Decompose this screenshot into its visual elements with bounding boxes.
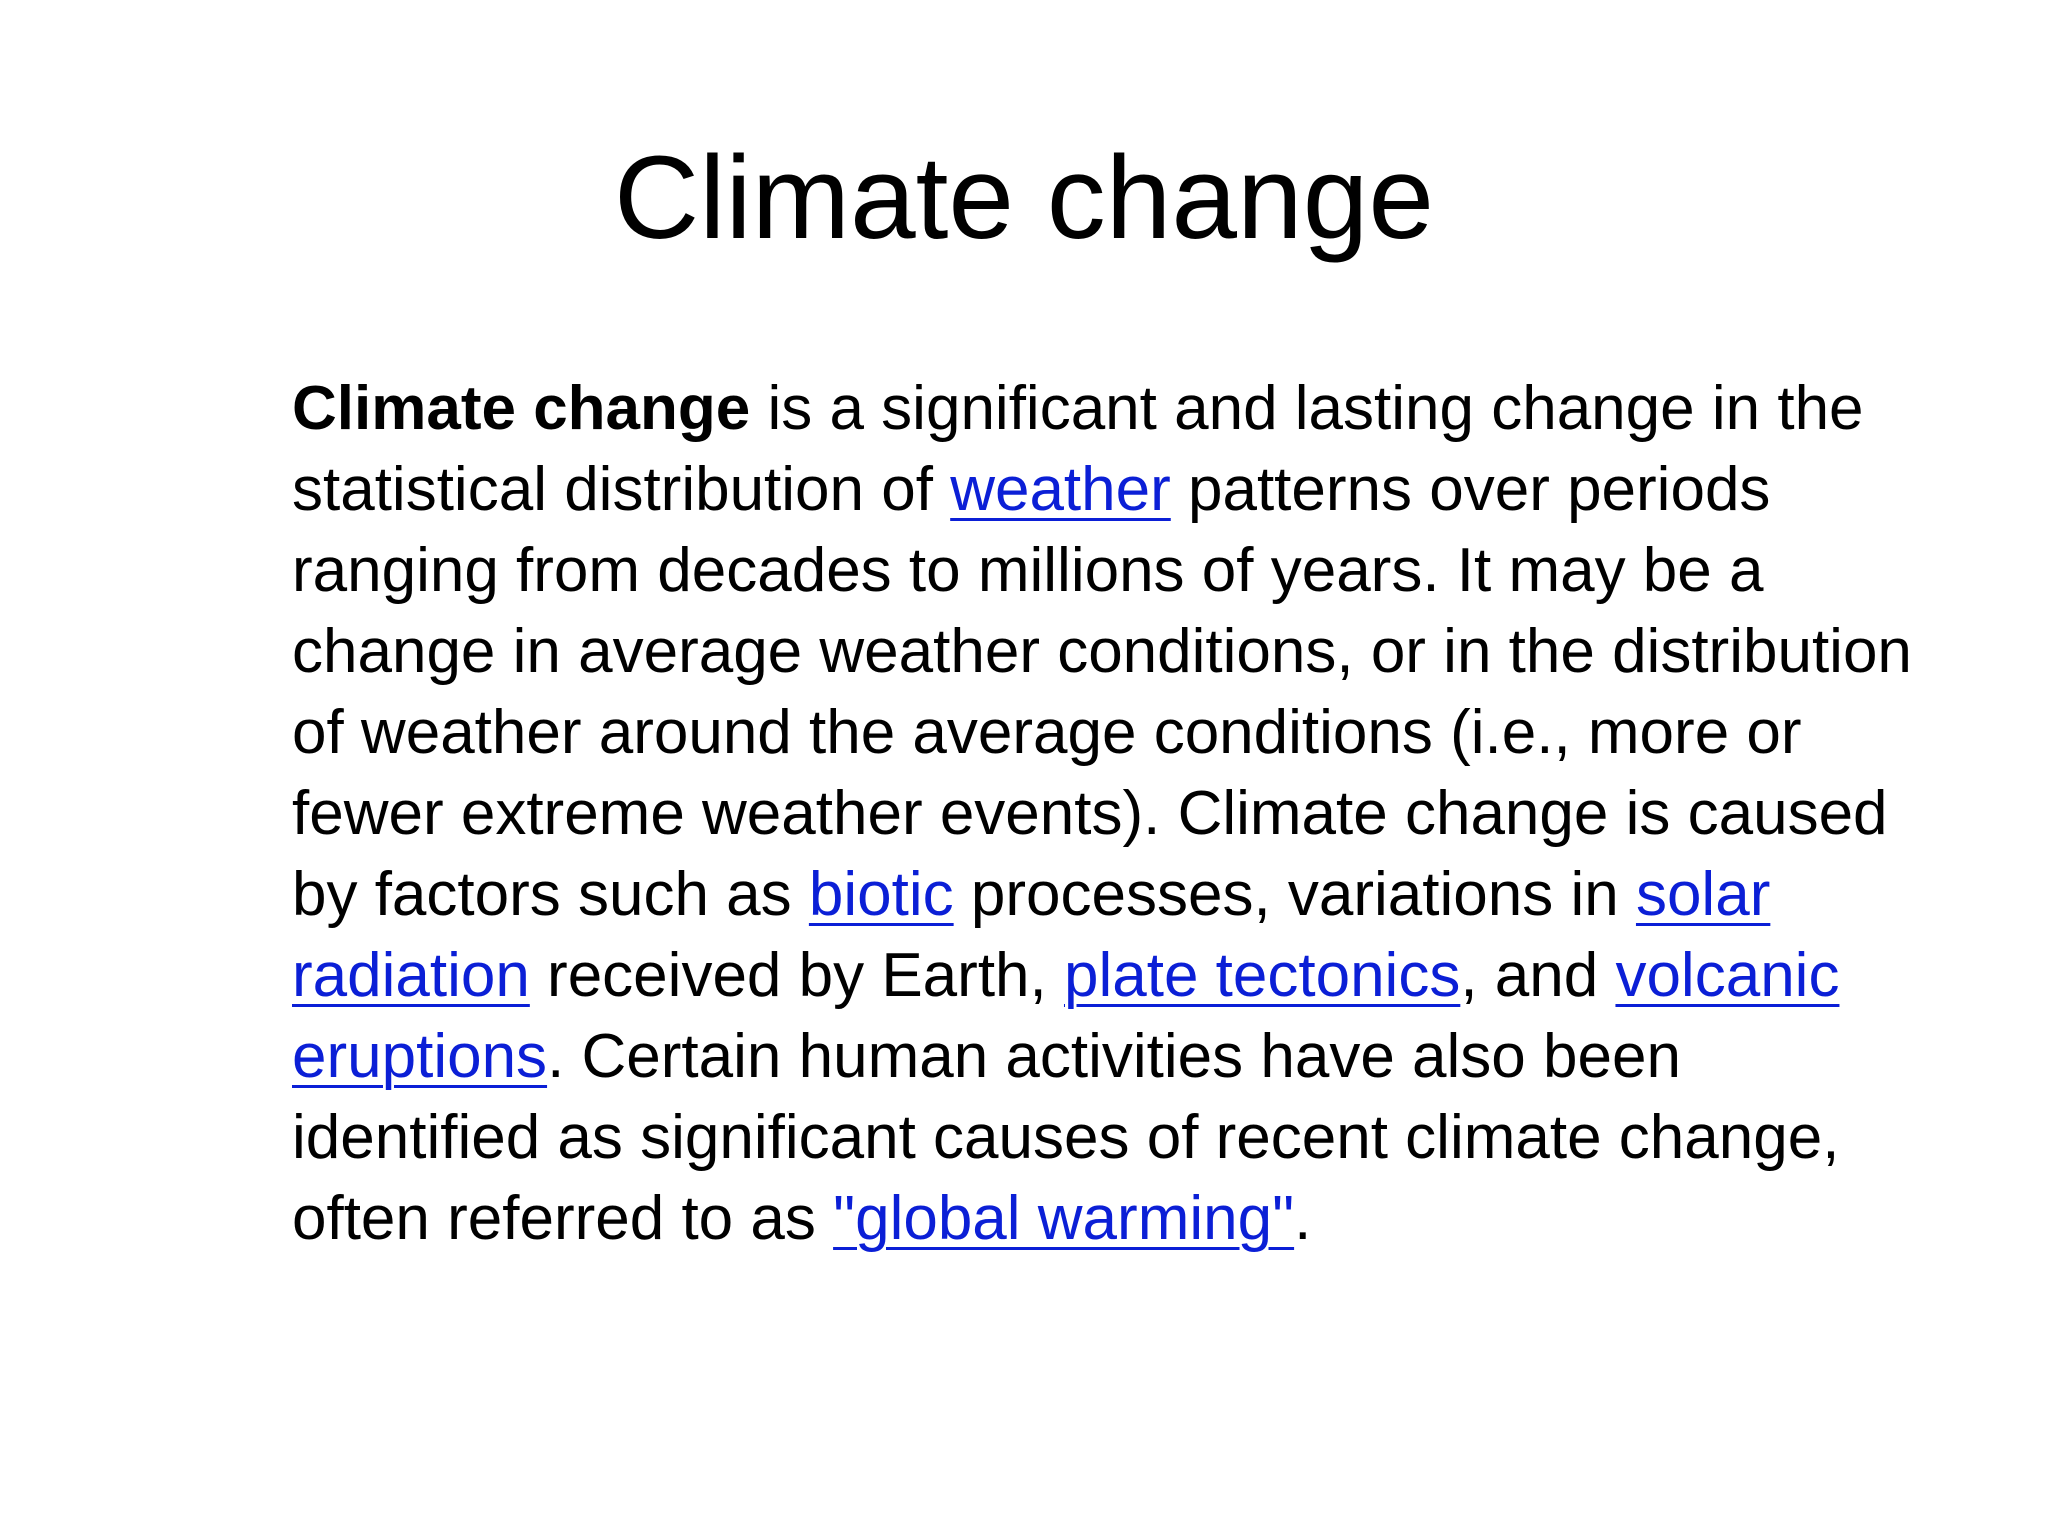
body-text-2: patterns over periods ranging from decad…: [292, 455, 1912, 929]
body-text-6: . Certain human activities have also bee…: [292, 1022, 1840, 1253]
link-biotic[interactable]: biotic: [808, 860, 954, 929]
link-volcanic-eruptions[interactable]: volcanic eruptions: [292, 941, 1840, 1091]
link-weather[interactable]: weather: [950, 455, 1171, 524]
body-text-7: .: [1294, 1184, 1312, 1253]
body-text-1: is a significant and lasting change in t…: [292, 374, 1864, 524]
body-text-5: , and: [1460, 941, 1616, 1010]
link-global-warming[interactable]: "global warming": [833, 1184, 1295, 1253]
slide-title: Climate change: [614, 132, 1434, 264]
body-text-3: processes, variations in: [953, 860, 1636, 929]
bold-term: Climate change: [292, 374, 751, 443]
slide-body: Climate change is a significant and last…: [292, 368, 1932, 1259]
body-text-4: received by Earth,: [529, 941, 1064, 1010]
link-solar-radiation[interactable]: solar radiation: [292, 860, 1771, 1010]
link-plate-tectonics[interactable]: plate tectonics: [1063, 941, 1461, 1010]
